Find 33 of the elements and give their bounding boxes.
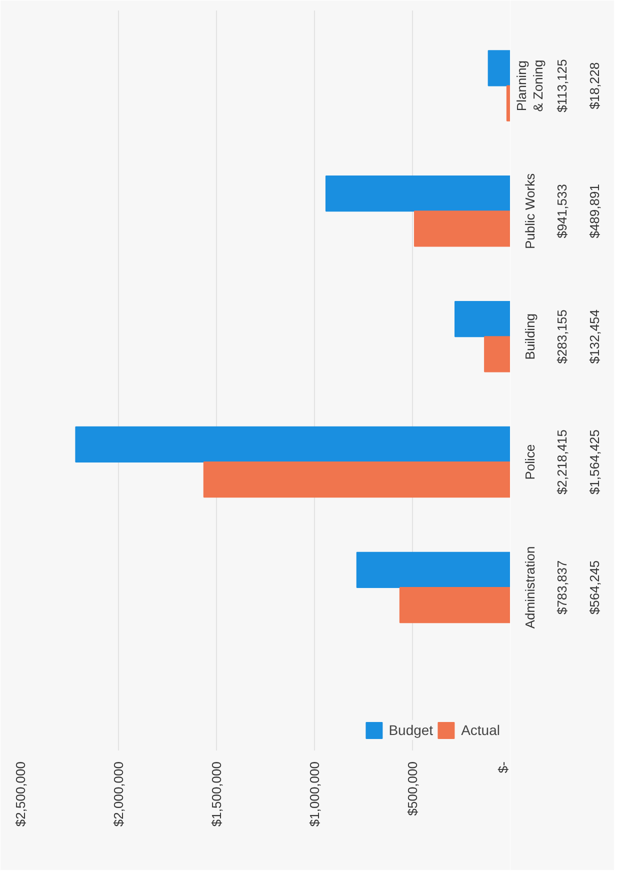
y-tick-label: Building xyxy=(522,313,538,360)
data-label: $941,533 xyxy=(554,184,570,238)
data-label: $783,837 xyxy=(554,560,570,615)
data-label: $283,155 xyxy=(554,309,570,364)
data-label: $2,218,415 xyxy=(554,429,570,495)
bar xyxy=(203,462,510,498)
bar xyxy=(325,176,510,212)
bar xyxy=(399,586,510,624)
y-tick-label: Public Works xyxy=(522,172,538,249)
data-label: $1,564,425 xyxy=(586,429,602,495)
y-tick-label: Police xyxy=(522,444,538,480)
bar xyxy=(75,426,510,463)
data-label: $18,228 xyxy=(586,62,602,110)
data-label: $132,454 xyxy=(586,309,602,364)
legend-label: Actual xyxy=(461,722,500,738)
x-tick-label: $500,000 xyxy=(405,761,420,816)
x-tick-label: $2,500,000 xyxy=(13,761,28,827)
bar xyxy=(484,336,510,372)
x-tick-label: $1,500,000 xyxy=(209,761,224,827)
data-label: $113,125 xyxy=(554,59,570,112)
y-tick-label: Administration xyxy=(522,546,538,629)
data-label: $489,891 xyxy=(586,184,602,238)
x-tick-label: $1,000,000 xyxy=(307,761,322,827)
x-tick-label: $2,000,000 xyxy=(111,761,126,827)
bar xyxy=(414,210,510,247)
legend-label: Budget xyxy=(388,722,434,738)
x-tick-label: $- xyxy=(496,761,510,774)
bar xyxy=(488,50,510,86)
bar xyxy=(454,300,510,338)
bar xyxy=(506,85,510,122)
y-tick-label: Planning & Zoning xyxy=(514,60,546,112)
bar xyxy=(356,552,510,588)
data-label: $564,245 xyxy=(586,560,602,615)
